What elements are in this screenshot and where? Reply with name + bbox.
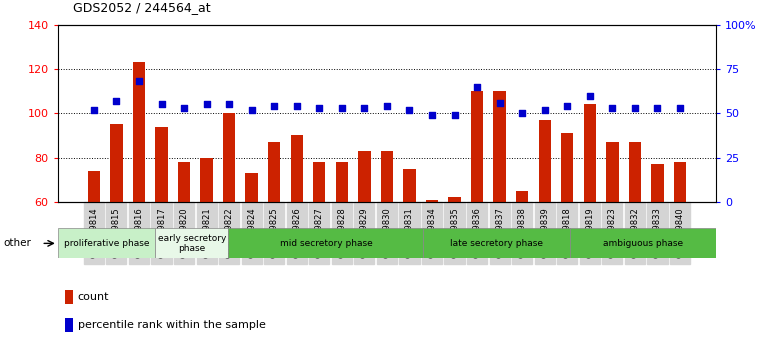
- Text: other: other: [4, 238, 32, 249]
- Point: [494, 100, 506, 105]
- Bar: [132, 62, 146, 335]
- Point: [132, 79, 145, 84]
- Bar: [426, 200, 438, 335]
- Point: [313, 105, 326, 111]
- Point: [471, 84, 484, 90]
- Bar: [336, 162, 348, 335]
- Bar: [380, 151, 393, 335]
- Text: count: count: [78, 292, 109, 302]
- Text: percentile rank within the sample: percentile rank within the sample: [78, 320, 266, 330]
- Bar: [448, 198, 460, 335]
- Point: [178, 105, 190, 111]
- Bar: [65, 318, 73, 332]
- Bar: [88, 171, 100, 335]
- Point: [156, 102, 168, 107]
- Bar: [570, 228, 716, 258]
- Point: [538, 107, 551, 113]
- Bar: [494, 91, 506, 335]
- Point: [200, 102, 213, 107]
- Bar: [516, 191, 528, 335]
- Point: [629, 105, 641, 111]
- Point: [246, 107, 258, 113]
- Bar: [58, 228, 156, 258]
- Bar: [538, 120, 551, 335]
- Bar: [156, 228, 229, 258]
- Point: [110, 98, 122, 104]
- Bar: [606, 142, 618, 335]
- Point: [516, 110, 528, 116]
- Point: [448, 112, 460, 118]
- Bar: [584, 104, 596, 335]
- Bar: [424, 228, 570, 258]
- Point: [88, 107, 100, 113]
- Text: proliferative phase: proliferative phase: [64, 239, 149, 248]
- Text: GDS2052 / 244564_at: GDS2052 / 244564_at: [73, 1, 211, 14]
- Text: early secretory
phase: early secretory phase: [158, 234, 226, 253]
- Bar: [65, 290, 73, 304]
- Point: [606, 105, 618, 111]
- Bar: [290, 135, 303, 335]
- Point: [290, 103, 303, 109]
- Bar: [200, 158, 213, 335]
- Bar: [358, 151, 370, 335]
- Bar: [110, 124, 122, 335]
- Bar: [471, 91, 484, 335]
- Point: [561, 103, 574, 109]
- Point: [426, 112, 438, 118]
- Bar: [628, 142, 641, 335]
- Point: [380, 103, 393, 109]
- Bar: [403, 169, 416, 335]
- Point: [403, 107, 416, 113]
- Bar: [246, 173, 258, 335]
- Text: late secretory phase: late secretory phase: [450, 239, 543, 248]
- Point: [651, 105, 664, 111]
- Bar: [561, 133, 574, 335]
- Text: mid secretory phase: mid secretory phase: [280, 239, 373, 248]
- Bar: [156, 126, 168, 335]
- Bar: [229, 228, 424, 258]
- Point: [674, 105, 686, 111]
- Point: [223, 102, 236, 107]
- Point: [336, 105, 348, 111]
- Bar: [178, 162, 190, 335]
- Bar: [313, 162, 326, 335]
- Point: [358, 105, 370, 111]
- Bar: [268, 142, 280, 335]
- Bar: [674, 162, 686, 335]
- Point: [584, 93, 596, 98]
- Point: [268, 103, 280, 109]
- Bar: [651, 164, 664, 335]
- Bar: [223, 113, 236, 335]
- Text: ambiguous phase: ambiguous phase: [603, 239, 683, 248]
